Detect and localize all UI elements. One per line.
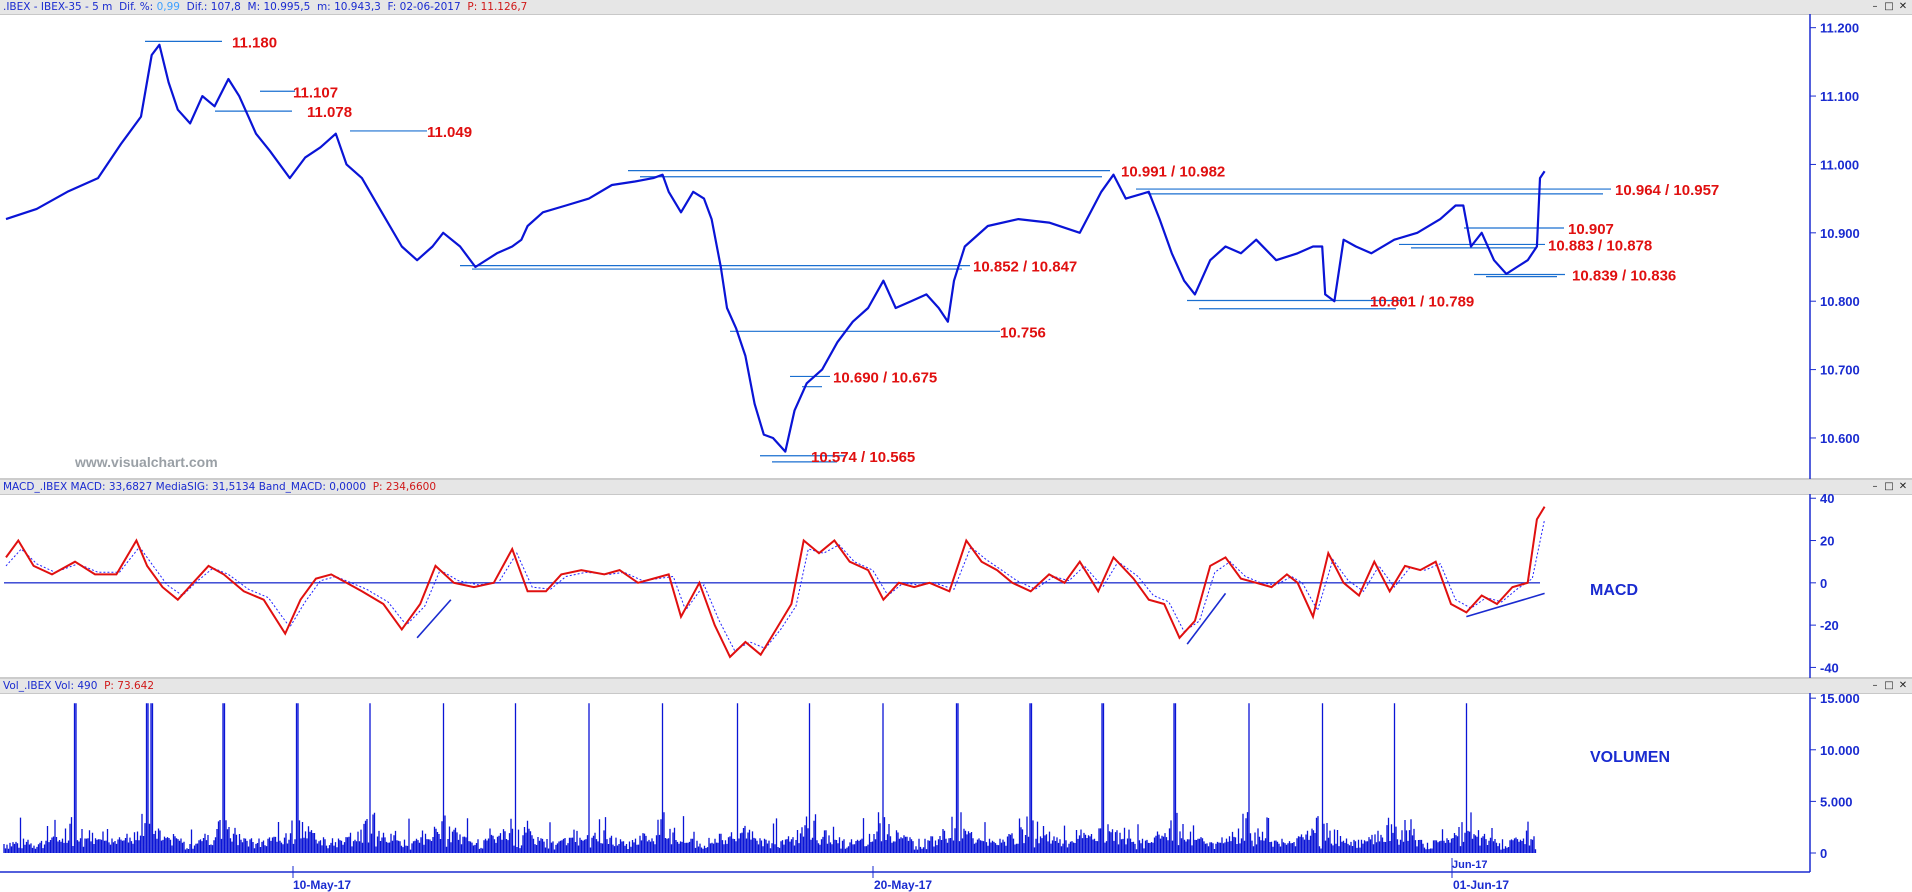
restore-icon[interactable]: □ [1884,1,1894,12]
price-interval: 5 m [92,1,113,13]
x-month-marker: Jun-17 [1452,859,1487,871]
level-label: 11.107 [293,84,338,101]
macd-line [5,506,1546,659]
volume-tick-label: 15.000 [1820,691,1860,706]
watermark: www.visualchart.com [74,454,218,470]
level-label: 10.883 / 10.878 [1548,237,1652,254]
volume-bars [3,703,1537,853]
price-p-label: P: [467,1,478,13]
date-label: F: [387,1,397,13]
level-label: 10.801 / 10.789 [1370,294,1474,311]
level-label: 10.852 / 10.847 [973,259,1077,276]
macd-tick-label: -40 [1820,660,1839,675]
dif-label: Dif.: [186,1,208,13]
level-label: 11.180 [232,34,277,51]
price-window-buttons: – □ ✕ [1868,0,1910,14]
minimize-icon[interactable]: – [1872,481,1878,492]
level-label: 10.690 / 10.675 [833,369,937,386]
macd-tick-label: -20 [1820,618,1839,633]
macd-header-p: P: 234,6600 [372,481,436,493]
vol-header-text: Vol_.IBEX Vol: 490 [3,680,98,692]
volume-window-buttons: – □ ✕ [1868,679,1910,693]
macd-tick-label: 0 [1820,576,1827,591]
level-label: 10.574 / 10.565 [811,449,915,466]
price-symbol: .IBEX - IBEX-35 - [3,1,89,13]
restore-icon[interactable]: □ [1884,481,1894,492]
close-icon[interactable]: ✕ [1898,481,1908,492]
price-panel-header: .IBEX - IBEX-35 - 5 m Dif. %: 0,99 Dif.:… [0,0,1912,15]
max-value: 10.995,5 [263,1,311,13]
divergence-line [1466,592,1545,618]
max-label: M: [247,1,261,13]
restore-icon[interactable]: □ [1884,680,1894,691]
close-icon[interactable]: ✕ [1898,680,1908,691]
level-label: 11.049 [427,124,472,141]
dif-value: 107,8 [210,1,241,13]
macd-header-text: MACD_.IBEX MACD: 33,6827 MediaSIG: 31,51… [3,481,366,493]
divergence-line [1186,592,1227,645]
vol-header-p: P: 73.642 [104,680,155,692]
macd-panel-header: MACD_.IBEX MACD: 33,6827 MediaSIG: 31,51… [0,480,1912,495]
volume-panel-header: Vol_.IBEX Vol: 490 P: 73.642 [0,679,1912,694]
macd-window-buttons: – □ ✕ [1868,480,1910,494]
volume-tick-label: 5.000 [1820,794,1853,809]
minimize-icon[interactable]: – [1872,1,1878,12]
price-tick-label: 10.700 [1820,363,1860,378]
date-value: 02-06-2017 [399,1,461,13]
price-tick-label: 11.000 [1820,157,1859,172]
dif-pct-value: 0,99 [156,1,180,13]
price-tick-label: 10.800 [1820,294,1860,309]
volume-tick-label: 0 [1820,846,1827,861]
divergence-line [416,599,452,639]
macd-panel-label: MACD [1590,582,1638,599]
volume-panel-label: VOLUMEN [1590,749,1670,766]
price-p-value: 11.126,7 [480,1,528,13]
price-tick-label: 11.100 [1820,89,1859,104]
macd-tick-label: 20 [1820,534,1834,549]
price-tick-label: 11.200 [1820,21,1859,36]
minimize-icon[interactable]: – [1872,680,1878,691]
min-label: m: [316,1,331,13]
price-tick-label: 10.600 [1820,431,1860,446]
level-label: 10.756 [1000,324,1046,341]
x-label-jun01: 01-Jun-17 [1453,878,1509,892]
close-icon[interactable]: ✕ [1898,1,1908,12]
dif-pct-label: Dif. %: [119,1,154,13]
price-tick-label: 10.900 [1820,226,1860,241]
level-label: 10.839 / 10.836 [1572,268,1676,285]
min-value: 10.943,3 [334,1,381,13]
price-series-line [5,43,1546,453]
level-label: 10.991 / 10.982 [1121,164,1225,181]
level-label: 11.078 [307,104,352,121]
level-label: 10.964 / 10.957 [1615,182,1719,199]
x-label-may10: 10-May-17 [293,878,351,892]
volume-tick-label: 10.000 [1820,743,1860,758]
x-label-may20: 20-May-17 [874,878,932,892]
level-label: 10.907 [1568,221,1614,238]
macd-tick-label: 40 [1820,491,1834,506]
